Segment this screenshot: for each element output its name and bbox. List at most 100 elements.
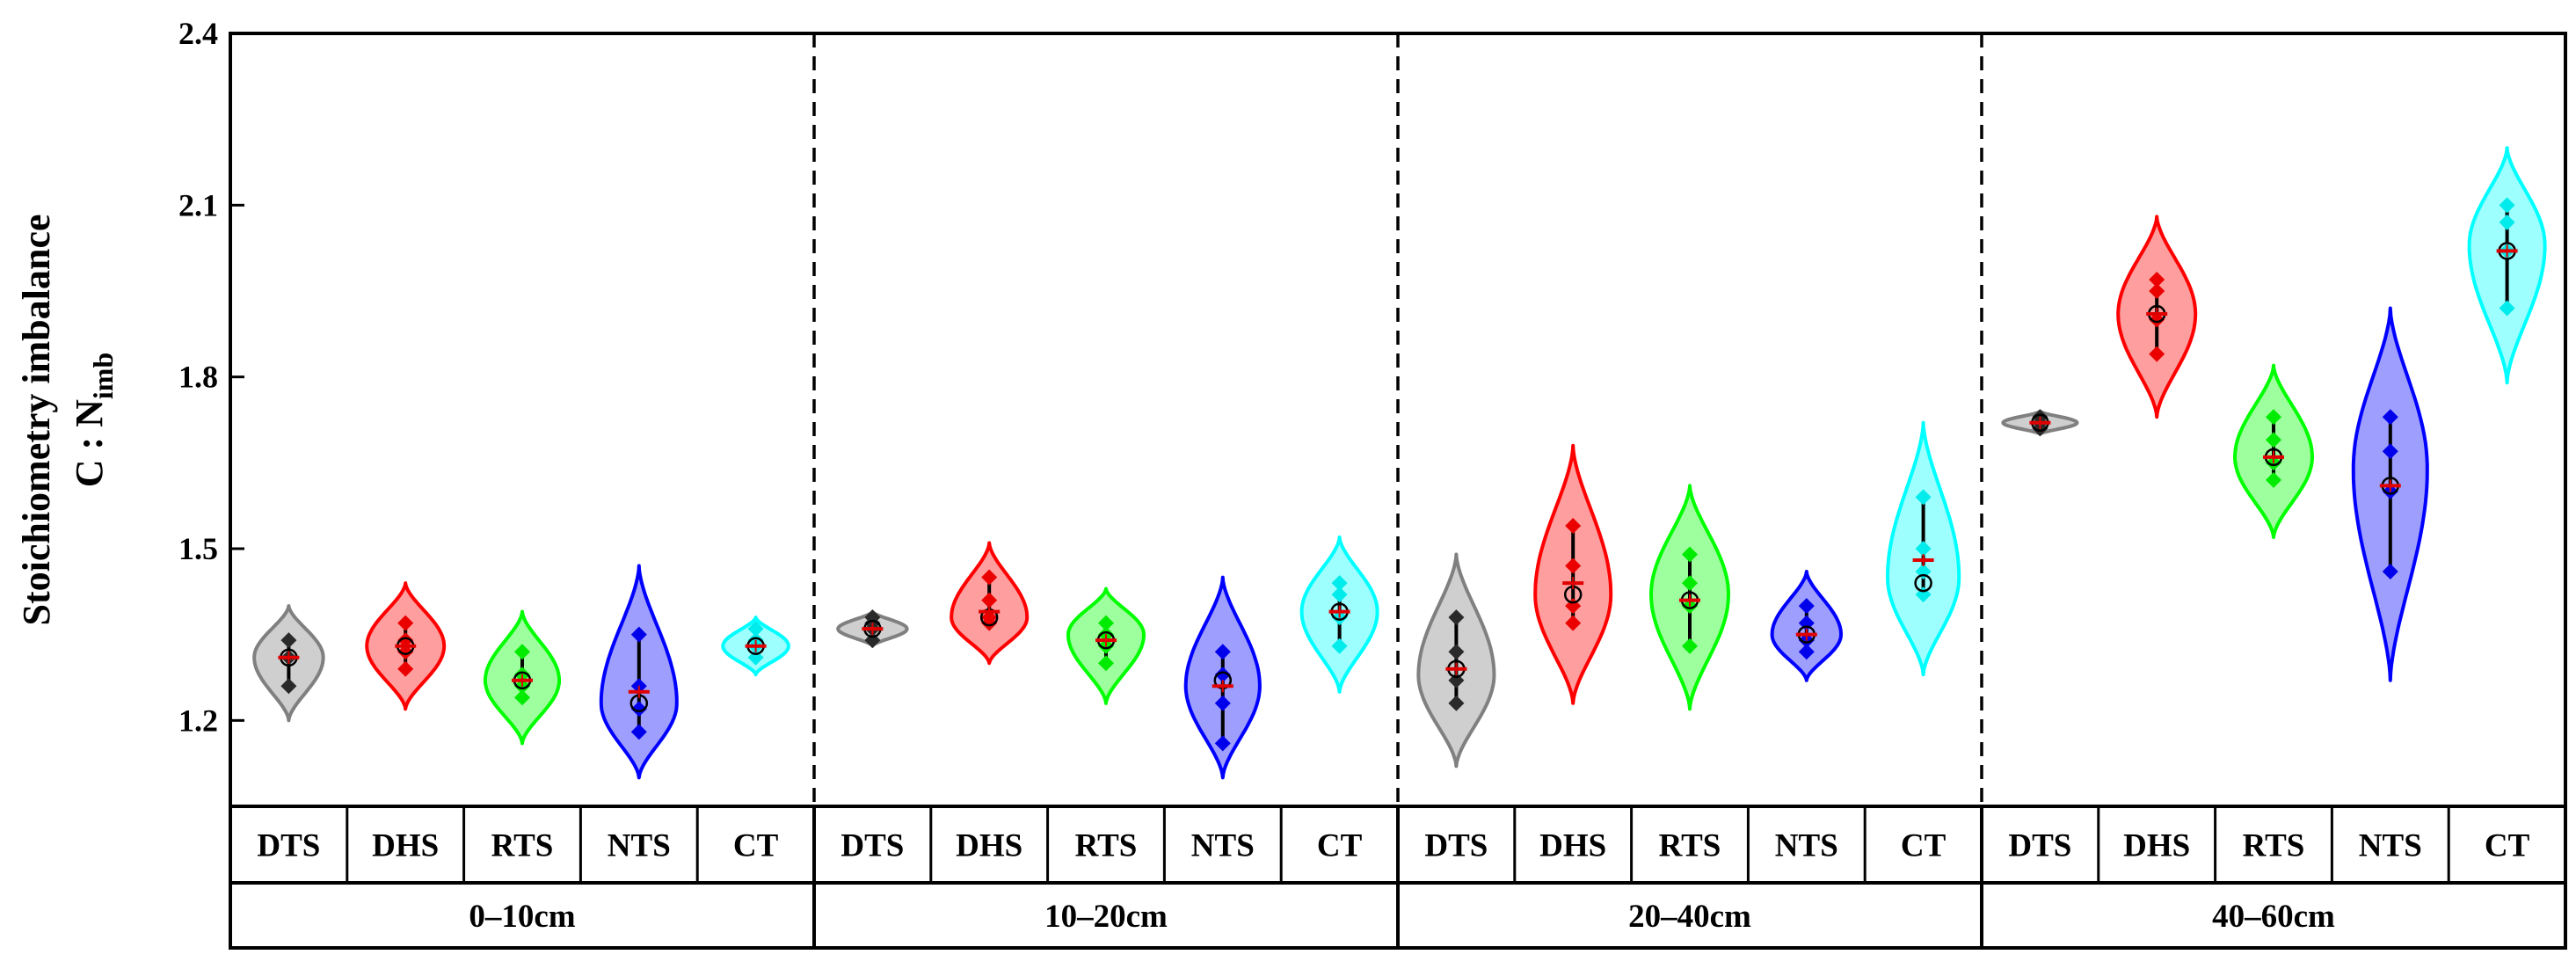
data-point bbox=[2499, 214, 2515, 230]
data-point bbox=[1915, 489, 1932, 506]
data-point bbox=[1798, 598, 1815, 615]
violin-CT bbox=[1299, 536, 1379, 694]
treatment-label: RTS bbox=[1075, 828, 1138, 864]
violin-CT bbox=[721, 616, 790, 677]
data-point bbox=[1448, 695, 1465, 711]
violin-plots bbox=[252, 146, 2547, 780]
data-point bbox=[1331, 575, 1348, 592]
data-point bbox=[2149, 346, 2165, 362]
y-tick-label: 1.5 bbox=[178, 531, 218, 566]
data-point bbox=[2499, 197, 2515, 214]
treatment-label: DHS bbox=[372, 828, 439, 864]
data-point bbox=[1565, 557, 1582, 574]
violin-CT bbox=[2467, 146, 2547, 385]
data-point bbox=[2266, 409, 2281, 426]
data-point bbox=[981, 592, 998, 608]
data-point bbox=[1098, 655, 1114, 672]
depth-label: 10–20cm bbox=[1044, 899, 1168, 935]
data-point bbox=[1214, 695, 1231, 711]
y-axis-label-subscript: imb bbox=[87, 353, 119, 399]
treatment-label: CT bbox=[1317, 828, 1363, 864]
violin-NTS bbox=[1183, 575, 1262, 780]
violin-DTS bbox=[2001, 409, 2079, 437]
data-point bbox=[1682, 638, 1698, 654]
data-point bbox=[981, 569, 998, 586]
violin-RTS bbox=[1649, 484, 1730, 711]
data-point bbox=[630, 626, 647, 643]
plot-frame bbox=[229, 32, 2567, 950]
depth-label: 20–40cm bbox=[1628, 899, 1751, 935]
data-point bbox=[747, 621, 764, 638]
data-point bbox=[2266, 432, 2281, 448]
treatment-label: DTS bbox=[840, 828, 904, 864]
data-point bbox=[397, 660, 414, 677]
data-point bbox=[280, 678, 297, 695]
y-tick-label: 1.8 bbox=[178, 360, 218, 395]
data-point bbox=[1331, 586, 1348, 603]
data-point bbox=[1098, 615, 1114, 631]
data-point bbox=[1214, 735, 1231, 752]
treatment-depth-table: DTS DHS RTS NTS CT 0–10cm DTS DHS RTS NTS CT 10–20c… bbox=[230, 805, 2565, 948]
violin-DTS bbox=[252, 604, 325, 723]
data-point bbox=[2266, 471, 2281, 488]
data-point bbox=[397, 615, 414, 631]
treatment-label: NTS bbox=[2359, 828, 2422, 864]
violin-DTS bbox=[836, 609, 909, 649]
data-point bbox=[1448, 609, 1465, 626]
data-point bbox=[1214, 644, 1231, 660]
violin-NTS bbox=[1770, 570, 1843, 682]
violin-CT bbox=[1886, 420, 1961, 677]
data-point bbox=[630, 724, 647, 740]
data-point bbox=[2382, 409, 2398, 426]
data-point bbox=[2382, 443, 2398, 460]
data-point bbox=[2149, 283, 2165, 299]
violin-NTS bbox=[2351, 306, 2429, 682]
treatment-label: CT bbox=[733, 828, 779, 864]
data-point bbox=[1565, 517, 1582, 534]
treatment-label: DTS bbox=[2008, 828, 2071, 864]
treatment-label: RTS bbox=[2243, 828, 2305, 864]
median-marker bbox=[1914, 573, 1932, 593]
violin-NTS bbox=[599, 564, 679, 780]
treatment-label: DTS bbox=[257, 828, 320, 864]
treatment-label: DTS bbox=[1424, 828, 1488, 864]
y-axis: 1.2 1.5 1.8 2.1 2.4 bbox=[178, 16, 244, 738]
treatment-label: DHS bbox=[956, 828, 1022, 864]
y-axis-label-line1: Stoichiometry imbalance bbox=[15, 214, 58, 625]
violin-RTS bbox=[1066, 586, 1146, 705]
data-point bbox=[1214, 667, 1231, 683]
treatment-label: NTS bbox=[1191, 828, 1255, 864]
treatment-label: CT bbox=[1901, 828, 1947, 864]
violin-RTS bbox=[483, 609, 562, 746]
data-point bbox=[280, 632, 297, 649]
violin-DHS bbox=[2116, 215, 2198, 419]
data-point bbox=[1798, 644, 1815, 660]
violin-DTS bbox=[1416, 552, 1496, 769]
violin-DHS bbox=[365, 581, 447, 711]
data-point bbox=[1331, 638, 1348, 654]
treatment-label: NTS bbox=[608, 828, 671, 864]
data-point bbox=[2149, 271, 2165, 288]
treatment-label: CT bbox=[2485, 828, 2530, 864]
depth-label: 40–60cm bbox=[2212, 899, 2335, 935]
violin-RTS bbox=[2233, 363, 2314, 539]
data-point bbox=[1448, 644, 1465, 660]
data-point bbox=[514, 644, 530, 660]
depth-label: 0–10cm bbox=[469, 899, 575, 935]
y-axis-label-main: C : N bbox=[68, 399, 111, 487]
treatment-label: RTS bbox=[491, 828, 554, 864]
y-tick-label: 1.2 bbox=[178, 703, 218, 738]
data-point bbox=[1682, 546, 1698, 563]
data-point bbox=[2499, 300, 2515, 317]
data-point bbox=[2382, 564, 2398, 580]
depth-dividers bbox=[812, 33, 1983, 806]
treatment-label: NTS bbox=[1775, 828, 1838, 864]
data-point bbox=[1682, 575, 1698, 592]
violin-DHS bbox=[950, 541, 1030, 666]
violin-DHS bbox=[1533, 443, 1613, 705]
data-point bbox=[1915, 541, 1932, 557]
treatment-label: RTS bbox=[1659, 828, 1721, 864]
data-point bbox=[1565, 615, 1582, 631]
data-point bbox=[630, 701, 647, 718]
